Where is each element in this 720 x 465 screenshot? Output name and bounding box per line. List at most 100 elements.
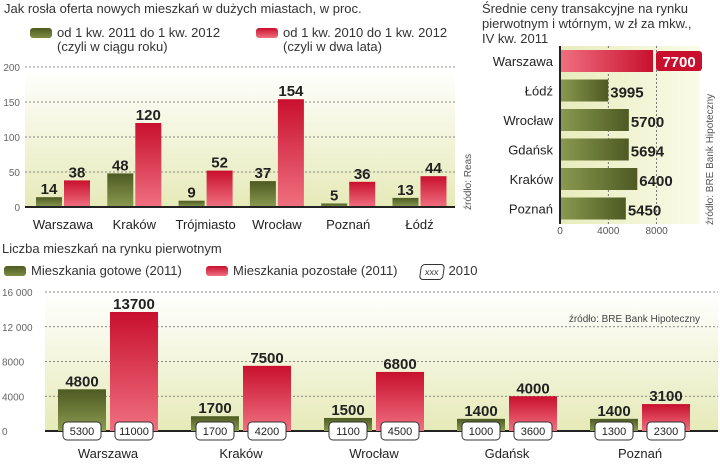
bar xyxy=(560,50,653,72)
data-label: 48 xyxy=(112,157,129,174)
value-2010-label: 2300 xyxy=(654,426,678,438)
value-2010-label: 1300 xyxy=(602,426,626,438)
x-tick-label: Kraków xyxy=(113,217,157,232)
data-label: 14 xyxy=(41,181,58,198)
y-tick-label: 8000 xyxy=(2,358,25,369)
y-tick-label: Wrocław xyxy=(503,113,553,128)
bar xyxy=(560,197,626,220)
data-label: 1400 xyxy=(597,403,630,420)
chart2-title: Średnie ceny transakcyjne na rynku pierwo… xyxy=(482,1,692,46)
source-note: źródło: BRE Bank Hipoteczny xyxy=(705,94,716,225)
x-tick-label: Kraków xyxy=(219,446,263,461)
data-label: 5694 xyxy=(631,144,665,161)
x-tick-label: Warszawa xyxy=(33,217,94,232)
source-note: źródło: Reas xyxy=(463,154,474,210)
value-2010-box xyxy=(380,421,420,441)
y-tick-label: 0 xyxy=(2,427,8,438)
legend-note: (czyli w dwa lata) xyxy=(283,39,382,54)
value-2010-box xyxy=(513,421,553,441)
data-label: 6800 xyxy=(383,356,416,373)
x-tick-label: Łódź xyxy=(405,217,433,232)
chart1-title: Jak rosła oferta nowych mieszkań w dużyc… xyxy=(4,1,362,16)
legend-swatch-green xyxy=(30,28,52,38)
chart3-title: Liczba mieszkań na rynku pierwotnym xyxy=(2,241,222,256)
data-label: 7700 xyxy=(662,54,695,71)
value-2010-label: 1700 xyxy=(203,426,227,438)
bar xyxy=(560,138,629,161)
value-2010-label: 5300 xyxy=(70,426,94,438)
value-2010-box xyxy=(195,421,235,441)
x-tick-label: 4000 xyxy=(597,226,620,237)
bar xyxy=(64,180,90,207)
data-label: 6400 xyxy=(639,173,672,190)
data-label: 37 xyxy=(255,165,272,182)
title-line: pierwotnym i wtórnym, w zł za mkw., xyxy=(482,16,692,31)
legend-swatch-red xyxy=(206,266,228,276)
y-tick-label: 12 000 xyxy=(2,323,33,334)
x-tick-label: 8000 xyxy=(645,226,668,237)
data-label: 120 xyxy=(136,107,161,124)
data-label: 7500 xyxy=(250,350,283,367)
data-label: 5450 xyxy=(628,203,661,220)
legend-label: od 1 kw. 2011 do 1 kw. 2012 xyxy=(57,25,221,40)
value-2010-label: 4500 xyxy=(388,426,412,438)
bar xyxy=(249,181,276,207)
data-label: 1400 xyxy=(464,403,497,420)
bar xyxy=(206,170,233,207)
data-label: 44 xyxy=(425,160,442,177)
value-2010-label: 1000 xyxy=(469,426,493,438)
legend-note: (czyli w ciągu roku) xyxy=(57,39,168,54)
value-2010-box xyxy=(461,421,501,441)
chart3-legend-2010: xxx 2010 xyxy=(418,263,478,280)
bar xyxy=(36,197,62,207)
value-2010-box xyxy=(328,421,368,441)
bar xyxy=(321,203,348,207)
x-tick-label: Wrocław xyxy=(349,446,399,461)
value-2010-box xyxy=(646,421,686,441)
data-label: 9 xyxy=(187,185,195,202)
value-2010-box xyxy=(247,421,287,441)
chart1-legend-green: od 1 kw. 2011 do 1 kw. 2012 (czyli w ciąg… xyxy=(30,26,220,54)
value-2010-box xyxy=(594,421,634,441)
data-label: 36 xyxy=(354,166,371,183)
y-tick-label: 16 000 xyxy=(2,288,33,299)
title-line: IV kw. 2011 xyxy=(482,31,549,46)
x-tick-label: Poznań xyxy=(618,446,662,461)
data-label: 38 xyxy=(69,164,86,181)
data-label: 1500 xyxy=(331,402,364,419)
data-label: 4000 xyxy=(516,380,549,397)
data-label: 5 xyxy=(330,188,338,205)
bar xyxy=(110,311,158,431)
bar xyxy=(135,123,162,207)
data-label: 52 xyxy=(211,155,228,172)
data-label: 13 xyxy=(397,182,414,199)
bar xyxy=(349,181,376,207)
data-label: 5700 xyxy=(631,114,664,131)
x-tick-label: Wrocław xyxy=(252,217,302,232)
bar xyxy=(178,200,205,207)
chart3-legend-red: Mieszkania pozostałe (2011) xyxy=(206,264,398,278)
legend-label: Mieszkania pozostałe (2011) xyxy=(233,263,398,278)
bar xyxy=(560,168,638,190)
bar xyxy=(277,99,304,207)
y-tick-label: 50 xyxy=(9,168,21,179)
value-2010-box xyxy=(114,421,154,441)
bar xyxy=(420,176,447,207)
y-tick-label: 200 xyxy=(3,63,20,74)
y-tick-label: Poznań xyxy=(509,202,553,217)
data-label: 4800 xyxy=(65,373,98,390)
legend-swatch-green xyxy=(4,266,26,276)
chart1-legend-red: od 1 kw. 2010 do 1 kw. 2012 (czyli w dwa … xyxy=(256,26,447,54)
y-tick-label: Gdańsk xyxy=(508,143,553,158)
x-tick-label: Warszawa xyxy=(78,446,139,461)
x-tick-label: 0 xyxy=(557,226,563,237)
x-tick-label: Gdańsk xyxy=(485,446,530,461)
bar xyxy=(392,197,419,207)
value-2010-label: 3600 xyxy=(521,426,545,438)
data-label: 1700 xyxy=(198,400,231,417)
legend-label: Mieszkania gotowe (2011) xyxy=(31,263,182,278)
legend-label: 2010 xyxy=(448,263,478,278)
plot-background xyxy=(25,67,455,207)
highlight-label-box xyxy=(656,51,702,71)
x-tick-label: Poznań xyxy=(326,217,370,232)
